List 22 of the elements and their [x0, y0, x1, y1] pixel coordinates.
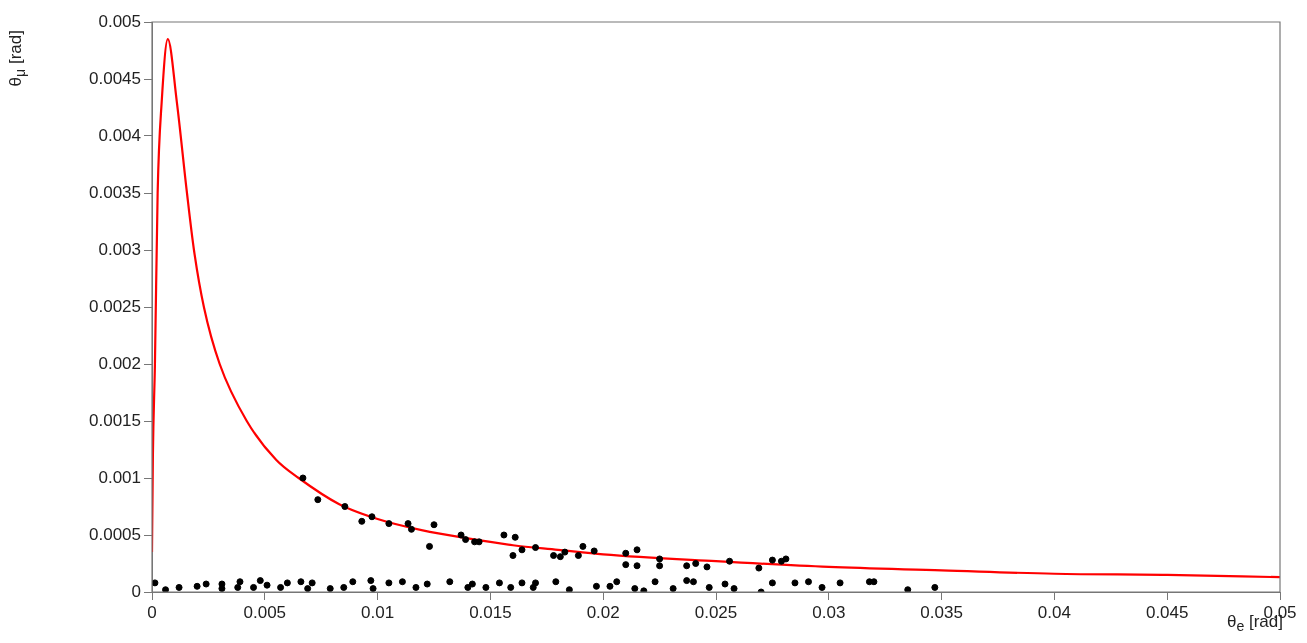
- y-tick-label: 0.003: [98, 239, 141, 259]
- y-tick-label: 0.0005: [89, 524, 141, 544]
- y-tick-label: 0.0015: [89, 410, 141, 430]
- x-tick-label: 0: [147, 602, 157, 622]
- y-tick-label: 0.001: [98, 467, 141, 487]
- x-tick-label: 0.015: [469, 602, 512, 622]
- x-tick-label: 0.02: [586, 602, 620, 622]
- x-tick-label: 0.01: [361, 602, 395, 622]
- y-tick-label: 0.004: [98, 125, 141, 145]
- x-tick-label: 0.04: [1037, 602, 1071, 622]
- y-tick-label: 0.0045: [89, 68, 141, 88]
- x-tick-label: 0.025: [694, 602, 738, 622]
- y-tick-label: 0.005: [98, 11, 141, 31]
- y-tick-label: 0: [131, 581, 141, 601]
- x-tick-label: 0.005: [243, 602, 287, 622]
- y-tick-label: 0.002: [98, 353, 141, 373]
- x-tick-label: 0.035: [920, 602, 963, 622]
- x-tick-label: 0.03: [812, 602, 846, 622]
- y-tick-label: 0.0035: [89, 182, 141, 202]
- y-tick-label: 0.0025: [89, 296, 141, 316]
- line-series: [152, 38, 1280, 579]
- x-tick-label: 0.045: [1145, 602, 1189, 622]
